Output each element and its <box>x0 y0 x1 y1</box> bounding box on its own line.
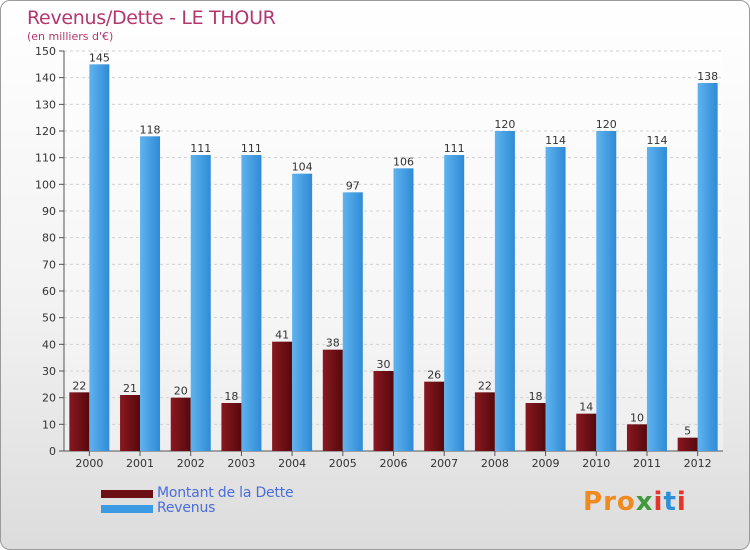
y-tick-label: 30 <box>42 365 56 378</box>
logo-letter: i <box>676 487 687 517</box>
x-tick-label: 2009 <box>532 457 560 470</box>
y-tick-label: 90 <box>42 205 56 218</box>
x-tick-label: 2004 <box>278 457 306 470</box>
data-label-revenus: 106 <box>393 155 414 168</box>
bar-dette <box>424 381 445 451</box>
data-label-revenus: 114 <box>646 134 667 147</box>
data-label-revenus: 111 <box>241 142 262 155</box>
legend-swatch-dette <box>101 490 153 498</box>
y-tick-label: 80 <box>42 232 56 245</box>
bar-revenus <box>342 192 363 452</box>
data-label-revenus: 120 <box>596 118 617 131</box>
x-tick-label: 2006 <box>380 457 408 470</box>
data-label-revenus: 145 <box>89 51 110 64</box>
logo-letter: o <box>616 487 636 517</box>
bar-revenus <box>697 83 718 451</box>
data-label-dette: 22 <box>478 379 492 392</box>
data-label-dette: 41 <box>275 329 289 342</box>
bar-revenus <box>494 131 515 451</box>
data-label-dette: 18 <box>529 390 543 403</box>
data-label-revenus: 97 <box>346 179 360 192</box>
data-label-revenus: 114 <box>545 134 566 147</box>
x-tick-label: 2008 <box>481 457 509 470</box>
bar-revenus <box>545 147 566 451</box>
bar-dette <box>474 392 495 451</box>
data-label-dette: 22 <box>72 379 86 392</box>
x-tick-label: 2011 <box>633 457 661 470</box>
bar-dette <box>576 413 597 451</box>
bar-revenus <box>241 155 262 451</box>
x-tick-label: 2007 <box>430 457 458 470</box>
bar-dette <box>322 349 343 451</box>
y-tick-label: 110 <box>35 152 56 165</box>
bar-revenus <box>646 147 667 451</box>
proxiti-logo: Proxiti <box>583 487 687 517</box>
data-label-dette: 21 <box>123 382 137 395</box>
bar-dette <box>69 392 90 451</box>
y-tick-label: 10 <box>42 418 56 431</box>
data-label-revenus: 120 <box>494 118 515 131</box>
bar-dette <box>120 395 141 451</box>
logo-letter: P <box>583 487 604 517</box>
data-label-dette: 38 <box>326 337 340 350</box>
data-label-revenus: 104 <box>292 161 313 174</box>
data-label-revenus: 138 <box>697 70 718 83</box>
data-label-dette: 10 <box>630 411 644 424</box>
y-tick-label: 40 <box>42 338 56 351</box>
bar-revenus <box>444 155 465 451</box>
y-tick-label: 130 <box>35 98 56 111</box>
bar-dette <box>170 397 191 451</box>
x-tick-label: 2012 <box>684 457 712 470</box>
data-label-dette: 26 <box>427 369 441 382</box>
y-tick-label: 50 <box>42 312 56 325</box>
data-label-dette: 18 <box>224 390 238 403</box>
y-tick-label: 140 <box>35 72 56 85</box>
chart-title: Revenus/Dette - LE THOUR <box>27 7 276 29</box>
x-tick-label: 2005 <box>329 457 357 470</box>
y-tick-label: 100 <box>35 178 56 191</box>
x-tick-label: 2003 <box>227 457 255 470</box>
bar-revenus <box>393 168 414 452</box>
data-label-revenus: 111 <box>190 142 211 155</box>
legend-label-revenus: Revenus <box>157 500 216 516</box>
bar-revenus <box>89 64 110 452</box>
bar-revenus <box>292 173 313 451</box>
bar-revenus <box>140 136 161 452</box>
bar-dette <box>677 437 698 451</box>
data-label-dette: 20 <box>174 385 188 398</box>
bar-dette <box>272 341 293 451</box>
chart-subtitle: (en milliers d'€) <box>27 30 114 43</box>
x-tick-label: 2001 <box>126 457 154 470</box>
y-tick-label: 60 <box>42 285 56 298</box>
y-tick-label: 70 <box>42 258 56 271</box>
logo-letter: r <box>603 487 617 517</box>
logo-letter: i <box>653 487 664 517</box>
x-tick-label: 2010 <box>582 457 610 470</box>
x-tick-label: 2000 <box>75 457 103 470</box>
y-tick-label: 150 <box>35 45 56 58</box>
bar-dette <box>221 403 242 451</box>
data-label-dette: 14 <box>579 401 593 414</box>
bar-dette <box>626 424 647 451</box>
data-label-dette: 5 <box>684 425 691 438</box>
data-label-revenus: 118 <box>140 123 161 136</box>
logo-letter: x <box>635 487 654 517</box>
bar-dette <box>373 371 394 451</box>
legend-swatch-revenus <box>101 505 153 513</box>
bar-revenus <box>596 131 617 451</box>
logo-letter: t <box>663 487 677 517</box>
bar-revenus <box>190 155 211 451</box>
y-tick-label: 20 <box>42 392 56 405</box>
legend-label-dette: Montant de la Dette <box>157 485 294 501</box>
x-tick-label: 2002 <box>177 457 205 470</box>
data-label-dette: 30 <box>377 358 391 371</box>
data-label-revenus: 111 <box>444 142 465 155</box>
y-tick-label: 120 <box>35 125 56 138</box>
y-tick-label: 0 <box>49 445 56 458</box>
bar-dette <box>525 403 546 451</box>
